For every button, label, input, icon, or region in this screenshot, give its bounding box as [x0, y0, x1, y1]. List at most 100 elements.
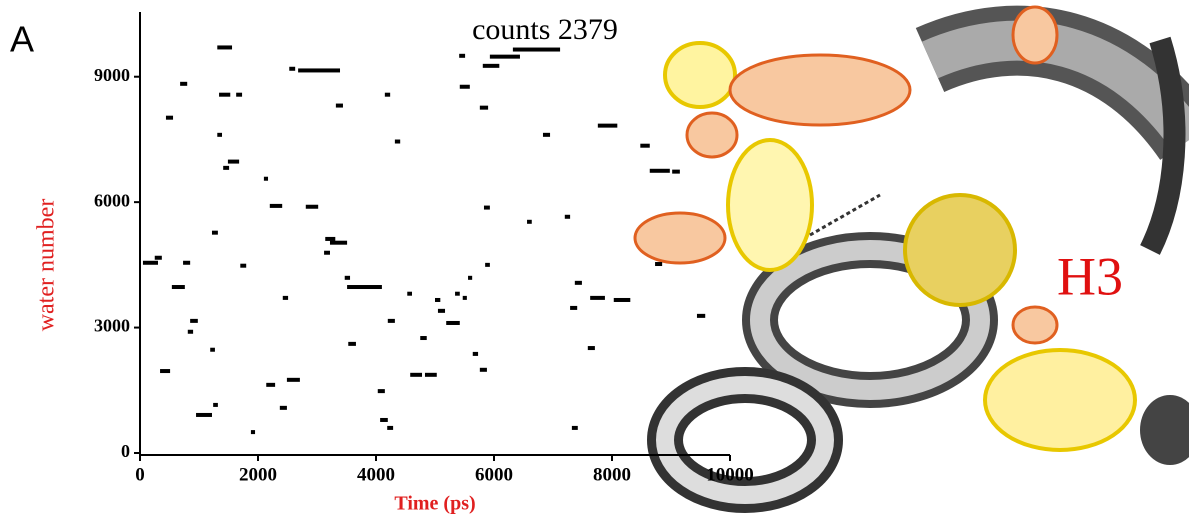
residence-segment	[640, 144, 649, 148]
annotation: counts 2379	[472, 13, 618, 46]
y-axis-title: water number	[34, 199, 60, 332]
residence-segment	[298, 68, 340, 72]
hbond	[810, 195, 880, 235]
residence-segment	[697, 314, 705, 318]
density-mesh	[1013, 307, 1057, 343]
residence-segment	[485, 263, 490, 267]
residence-segment	[236, 93, 242, 97]
residence-segment	[490, 55, 520, 59]
residence-segment	[480, 368, 487, 372]
residence-segment	[387, 426, 393, 430]
residence-segment	[388, 319, 395, 323]
x-axis-title: Time (ps)	[394, 493, 475, 515]
residence-segment	[407, 292, 412, 296]
residence-segment	[572, 426, 578, 430]
residence-segment	[190, 319, 198, 323]
residence-segment	[336, 104, 343, 108]
residence-segment	[325, 237, 335, 241]
residence-segment	[188, 330, 193, 334]
residence-segment	[395, 140, 400, 144]
residence-segment	[223, 166, 229, 170]
residence-segment	[590, 296, 605, 300]
residence-segment	[219, 93, 230, 97]
residence-segment	[287, 378, 300, 382]
residence-segment	[348, 342, 356, 346]
density-mesh	[1013, 7, 1057, 63]
residence-segment	[380, 418, 388, 422]
residence-segment	[480, 106, 488, 110]
residence-segment	[385, 93, 390, 97]
x-tick-label: 8000	[593, 464, 631, 485]
residence-segment	[345, 276, 350, 280]
residence-segment	[160, 369, 170, 373]
residence-segment	[459, 54, 465, 58]
residence-segment	[240, 264, 246, 268]
residence-segment	[575, 281, 582, 285]
residence-segment	[330, 241, 347, 245]
helix-tube	[1140, 395, 1189, 465]
residence-segment	[289, 67, 295, 71]
structure-label: H3	[1057, 246, 1123, 306]
residence-segment	[410, 373, 422, 377]
residence-segment	[588, 346, 595, 350]
residence-segment	[183, 261, 190, 265]
figure: A counts 2379 H3 Time (ps) water number …	[0, 0, 1189, 522]
x-tick-label: 0	[135, 464, 145, 485]
density-mesh	[635, 213, 725, 263]
residence-segment	[468, 276, 472, 280]
x-tick-label: 4000	[357, 464, 395, 485]
residence-segment	[347, 285, 382, 289]
residence-segment	[196, 413, 212, 417]
y-tick-label: 9000	[94, 65, 130, 85]
residence-segment	[463, 296, 467, 300]
density-mesh	[687, 113, 737, 157]
residence-segment	[306, 205, 318, 209]
residence-segment	[460, 85, 470, 89]
residence-segment	[672, 170, 680, 174]
x-tick-label: 10000	[706, 464, 754, 485]
residence-segment	[213, 403, 218, 407]
density-mesh	[985, 350, 1135, 450]
residence-segment	[565, 215, 570, 219]
residence-segment	[210, 348, 215, 352]
residence-segment	[435, 298, 440, 302]
residence-segment	[270, 204, 282, 208]
residence-segment	[543, 133, 550, 137]
x-tick-label: 6000	[475, 464, 513, 485]
residence-segment	[143, 261, 158, 265]
residence-segment	[420, 336, 426, 340]
residence-segment	[614, 298, 631, 302]
residence-segment	[180, 82, 187, 86]
residence-segment	[446, 321, 460, 325]
page: A counts 2379 H3 Time (ps) water number …	[0, 0, 1189, 522]
residence-segment	[513, 48, 560, 52]
residence-segment	[378, 389, 385, 393]
residence-segment	[212, 231, 218, 235]
residence-segment	[483, 64, 500, 68]
residence-segment	[228, 160, 239, 164]
residence-segment	[650, 169, 670, 173]
residence-segment	[251, 430, 255, 434]
residence-segment	[264, 177, 268, 181]
residence-segment	[217, 133, 222, 137]
density-mesh	[665, 43, 735, 107]
residence-segment	[455, 292, 460, 296]
residence-segment	[438, 309, 445, 313]
panel-label: A	[10, 19, 34, 60]
density-mesh	[730, 55, 910, 125]
residence-segment	[655, 262, 662, 266]
residence-segment	[172, 285, 185, 289]
x-tick-label: 2000	[239, 464, 277, 485]
density-mesh	[905, 195, 1015, 305]
residence-segment	[155, 256, 162, 260]
residence-segment	[425, 373, 437, 377]
residence-segment	[217, 45, 232, 49]
residence-segment	[598, 124, 617, 128]
density-mesh	[728, 140, 812, 270]
residence-segment	[166, 116, 173, 120]
residence-segment	[266, 383, 275, 387]
residence-segment	[280, 406, 287, 410]
residence-segment	[484, 206, 490, 210]
residence-segment	[473, 352, 478, 356]
y-tick-label: 6000	[94, 190, 130, 210]
